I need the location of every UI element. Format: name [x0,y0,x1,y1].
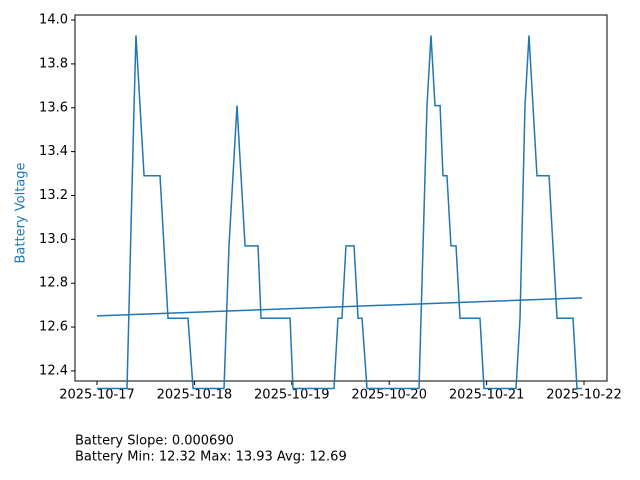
plot-frame [74,14,608,382]
x-tick-label: 2025-10-21 [449,388,525,403]
data-line [96,297,582,317]
x-tick-label: 2025-10-20 [351,388,427,403]
y-axis-label: Battery Voltage [14,162,29,263]
y-tick-label: 14.0 [39,13,68,28]
x-tick-label: 2025-10-17 [59,388,135,403]
y-tick-label: 13.2 [39,188,68,203]
y-tick-label: 13.6 [39,100,68,115]
x-tick-label: 2025-10-22 [546,388,622,403]
y-tick-label: 12.8 [39,276,68,291]
x-tick-label: 2025-10-19 [254,388,330,403]
y-tick-label: 13.4 [39,144,68,159]
annotation: Battery Min: 12.32 Max: 13.93 Avg: 12.69 [75,450,347,465]
x-tick-label: 2025-10-18 [157,388,233,403]
y-tick-label: 13.0 [39,232,68,247]
y-tick-label: 12.4 [39,363,68,378]
y-tick-label: 12.6 [39,320,68,335]
annotation: Battery Slope: 0.000690 [75,434,234,449]
y-tick-label: 13.8 [39,56,68,71]
data-line [97,35,582,390]
